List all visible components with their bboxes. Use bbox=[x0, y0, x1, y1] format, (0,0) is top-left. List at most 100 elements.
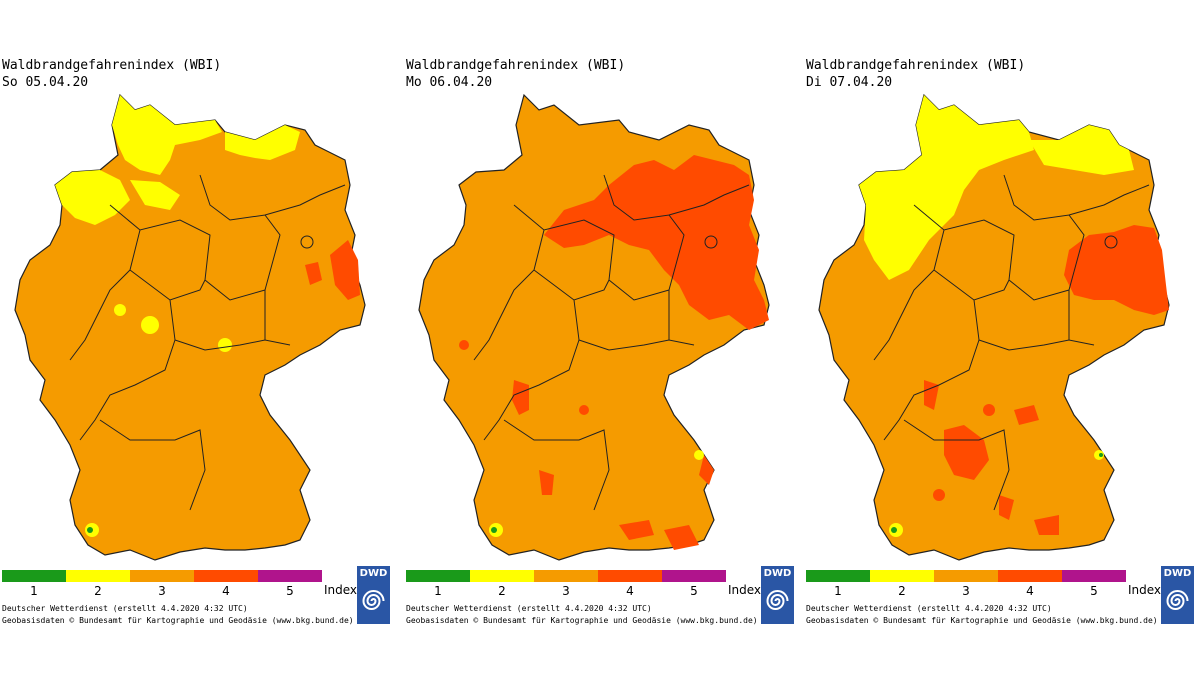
credit-line-2: Geobasisdaten © Bundesamt für Kartograph… bbox=[806, 616, 1158, 625]
yellow-region bbox=[859, 95, 1034, 280]
dwd-swirl-icon bbox=[766, 590, 789, 610]
germany-map bbox=[14, 93, 366, 561]
germany-outline bbox=[14, 93, 366, 561]
legend-label-1: 1 bbox=[30, 584, 38, 598]
red-region bbox=[983, 404, 995, 416]
red-region bbox=[664, 525, 699, 550]
legend-label-2: 2 bbox=[898, 584, 906, 598]
legend-label-5: 5 bbox=[1090, 584, 1098, 598]
red-region bbox=[1064, 225, 1169, 315]
green-region bbox=[491, 527, 497, 533]
red-region bbox=[944, 425, 989, 480]
legend: 1 2 3 4 5 Index bbox=[2, 570, 357, 610]
legend-color-1 bbox=[2, 570, 66, 582]
berlin-outline bbox=[704, 235, 718, 249]
legend-label-5: 5 bbox=[690, 584, 698, 598]
legend-label-3: 3 bbox=[158, 584, 166, 598]
credit-line-1: Deutscher Wetterdienst (erstellt 4.4.202… bbox=[406, 604, 652, 613]
map-panel-3: Waldbrandgefahrenindex (WBI) Di 07.04.20… bbox=[804, 0, 1200, 674]
red-region bbox=[1034, 515, 1059, 535]
map-date: Di 07.04.20 bbox=[806, 75, 893, 90]
map-panel-1: Waldbrandgefahrenindex (WBI) So 05.04.20… bbox=[0, 0, 400, 674]
dwd-logo: DWD bbox=[761, 566, 794, 624]
legend-color-4 bbox=[998, 570, 1062, 582]
legend-color-2 bbox=[870, 570, 934, 582]
green-region bbox=[1099, 453, 1103, 457]
red-region bbox=[699, 455, 714, 485]
legend-color-4 bbox=[598, 570, 662, 582]
yellow-region bbox=[694, 450, 704, 460]
berlin-outline bbox=[1104, 235, 1118, 249]
red-region bbox=[579, 405, 589, 415]
legend-label-3: 3 bbox=[562, 584, 570, 598]
panel-title: Waldbrandgefahrenindex (WBI) Mo 06.04.20 bbox=[406, 57, 625, 91]
legend-color-5 bbox=[1062, 570, 1126, 582]
red-region bbox=[1014, 405, 1039, 425]
legend-color-3 bbox=[130, 570, 194, 582]
red-region bbox=[305, 262, 322, 285]
legend-color-5 bbox=[258, 570, 322, 582]
state-border bbox=[873, 174, 1150, 511]
legend-color-1 bbox=[806, 570, 870, 582]
state-border bbox=[473, 174, 750, 511]
yellow-region bbox=[1029, 125, 1134, 175]
legend-label-4: 4 bbox=[626, 584, 634, 598]
red-region bbox=[512, 380, 529, 415]
state-border bbox=[69, 174, 346, 511]
logo-text: DWD bbox=[1163, 568, 1192, 579]
red-region bbox=[539, 470, 554, 495]
legend-color-3 bbox=[534, 570, 598, 582]
legend-index-label: Index bbox=[728, 583, 762, 597]
legend-label-3: 3 bbox=[962, 584, 970, 598]
panel-title: Waldbrandgefahrenindex (WBI) Di 07.04.20 bbox=[806, 57, 1025, 91]
map-date: Mo 06.04.20 bbox=[406, 75, 493, 90]
dwd-logo: DWD bbox=[1161, 566, 1194, 624]
legend-label-4: 4 bbox=[222, 584, 230, 598]
yellow-region bbox=[114, 304, 126, 316]
legend-index-label: Index bbox=[324, 583, 358, 597]
berlin-outline bbox=[300, 235, 314, 249]
dwd-swirl-icon bbox=[1166, 590, 1189, 610]
credit-line-2: Geobasisdaten © Bundesamt für Kartograph… bbox=[406, 616, 758, 625]
red-region bbox=[544, 155, 769, 330]
legend-index-label: Index bbox=[1128, 583, 1162, 597]
map-title: Waldbrandgefahrenindex (WBI) bbox=[406, 58, 626, 73]
yellow-region bbox=[130, 180, 180, 210]
red-region bbox=[933, 489, 945, 501]
dwd-swirl-icon bbox=[362, 590, 385, 610]
red-region bbox=[619, 520, 654, 540]
credit-line-1: Deutscher Wetterdienst (erstellt 4.4.202… bbox=[2, 604, 248, 613]
red-region bbox=[330, 240, 360, 300]
credit-line-1: Deutscher Wetterdienst (erstellt 4.4.202… bbox=[806, 604, 1052, 613]
red-region bbox=[999, 495, 1014, 520]
panel-title: Waldbrandgefahrenindex (WBI) So 05.04.20 bbox=[2, 57, 221, 91]
map-date: So 05.04.20 bbox=[2, 75, 89, 90]
credit-line-2: Geobasisdaten © Bundesamt für Kartograph… bbox=[2, 616, 354, 625]
map-panel-2: Waldbrandgefahrenindex (WBI) Mo 06.04.20… bbox=[404, 0, 804, 674]
legend-label-2: 2 bbox=[94, 584, 102, 598]
legend-label-4: 4 bbox=[1026, 584, 1034, 598]
logo-text: DWD bbox=[763, 568, 792, 579]
legend-label-5: 5 bbox=[286, 584, 294, 598]
legend: 1 2 3 4 5 Index bbox=[406, 570, 761, 610]
map-title: Waldbrandgefahrenindex (WBI) bbox=[806, 58, 1026, 73]
red-region bbox=[924, 380, 939, 410]
legend-label-1: 1 bbox=[834, 584, 842, 598]
legend-label-2: 2 bbox=[498, 584, 506, 598]
red-region bbox=[459, 340, 469, 350]
yellow-region bbox=[55, 170, 130, 225]
yellow-region bbox=[112, 95, 222, 175]
legend-color-2 bbox=[470, 570, 534, 582]
legend-color-3 bbox=[934, 570, 998, 582]
map-title: Waldbrandgefahrenindex (WBI) bbox=[2, 58, 222, 73]
germany-map bbox=[418, 93, 770, 561]
green-region bbox=[87, 527, 93, 533]
yellow-region bbox=[225, 125, 300, 160]
legend-color-4 bbox=[194, 570, 258, 582]
legend-color-2 bbox=[66, 570, 130, 582]
legend: 1 2 3 4 5 Index bbox=[806, 570, 1161, 610]
legend-label-1: 1 bbox=[434, 584, 442, 598]
yellow-region bbox=[141, 316, 159, 334]
germany-map bbox=[818, 93, 1170, 561]
logo-text: DWD bbox=[359, 568, 388, 579]
